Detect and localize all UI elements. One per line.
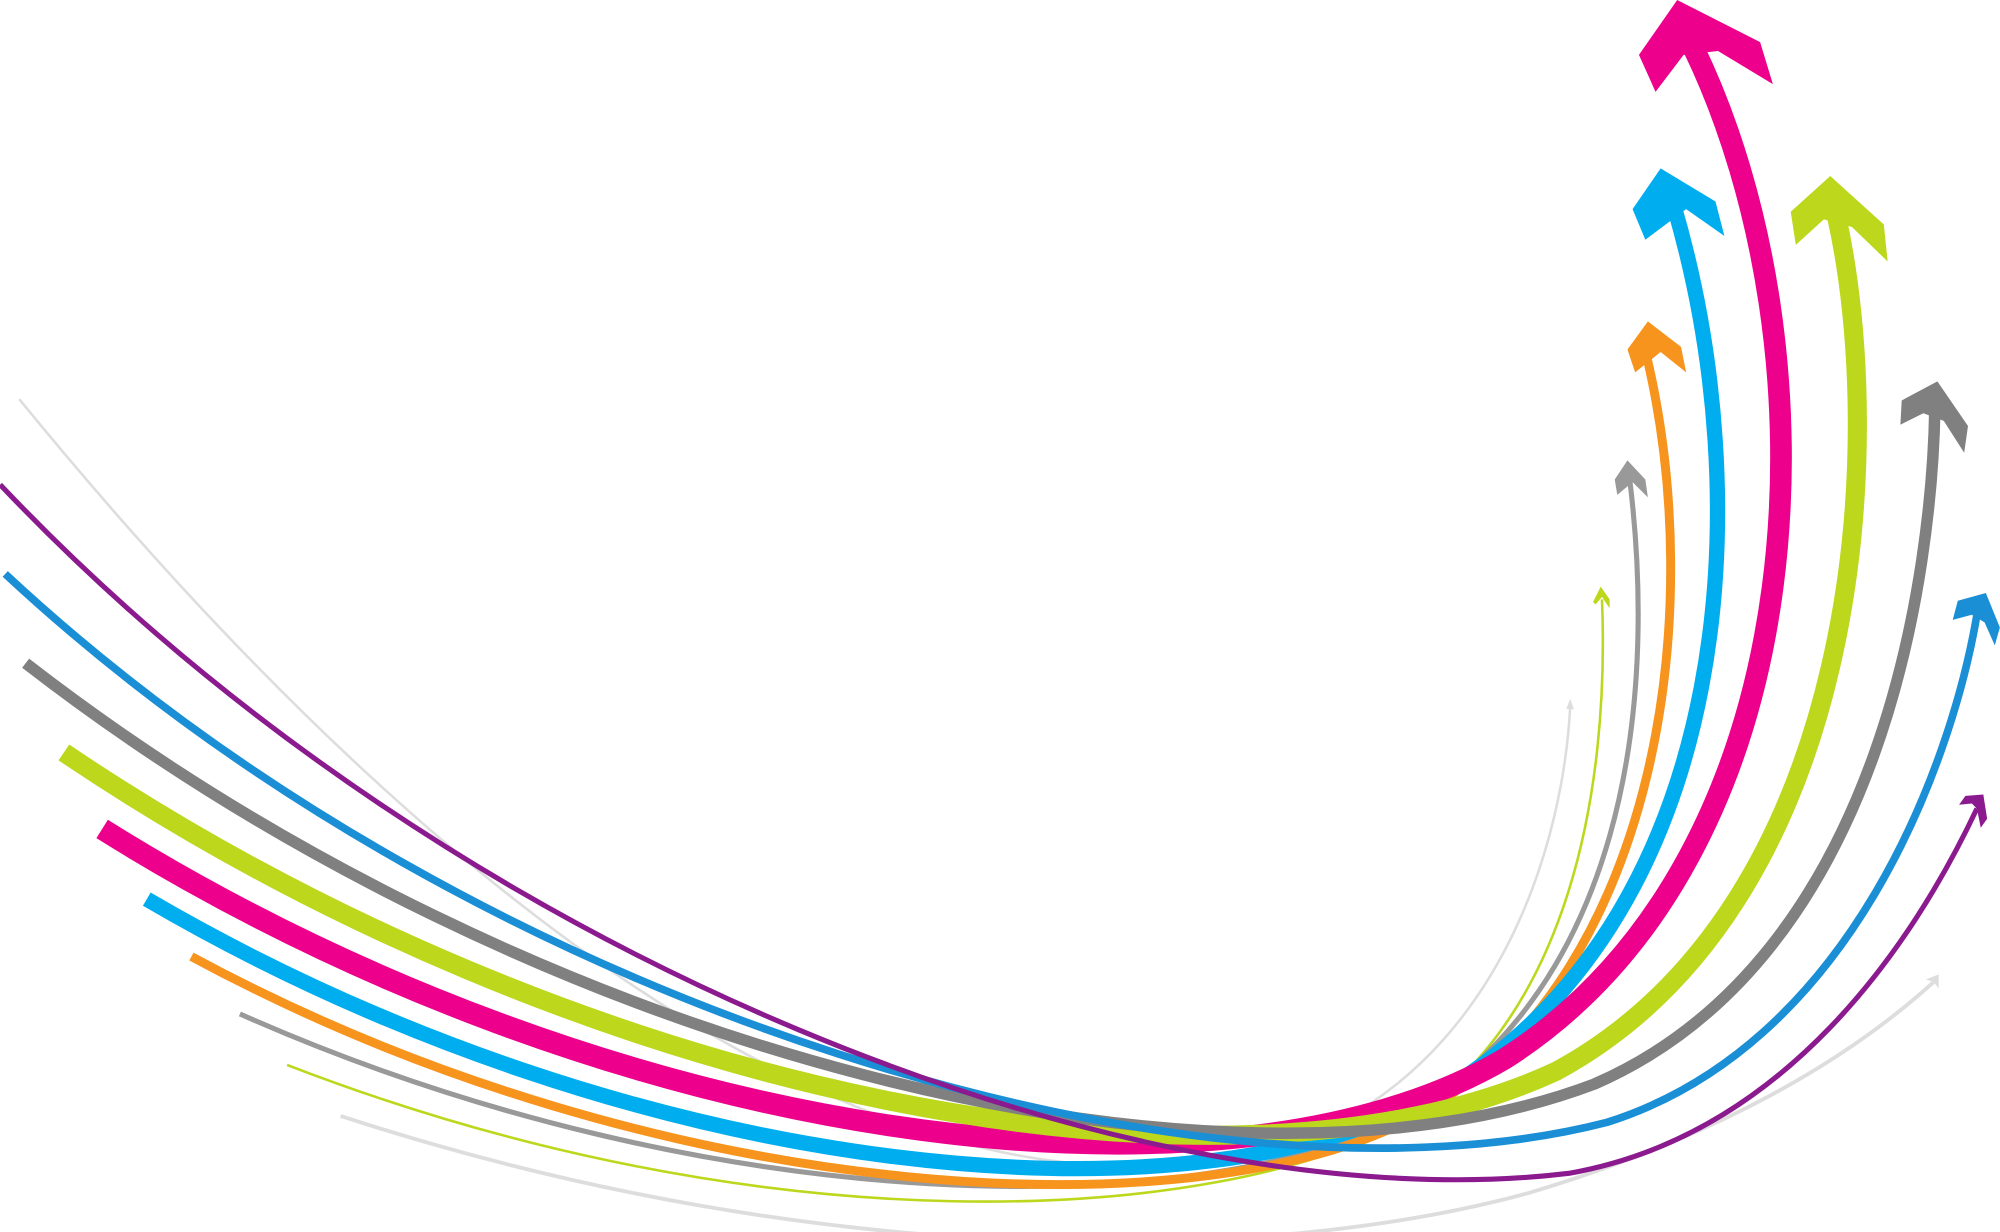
arrow-curve: [58, 214, 1867, 1145]
arrow-head: [1632, 168, 1725, 240]
arrow-curve: [0, 482, 1980, 1183]
arrow-head: [1638, 0, 1773, 92]
arrow-curve: [96, 43, 1792, 1155]
arrow-head: [1614, 460, 1648, 498]
arrow-head: [1627, 321, 1687, 373]
arrow-curve: [2, 571, 1981, 1152]
arrow-head: [1566, 698, 1574, 710]
arrow-head: [1959, 794, 1988, 828]
arrow-curve: [340, 980, 1935, 1232]
arrow-head: [1952, 593, 2000, 646]
arrow-head: [1790, 176, 1888, 262]
arrow-head: [1900, 381, 1968, 453]
arrow-head: [1925, 974, 1939, 989]
arrow-curve: [22, 408, 1941, 1139]
arrow-head: [1593, 586, 1610, 609]
